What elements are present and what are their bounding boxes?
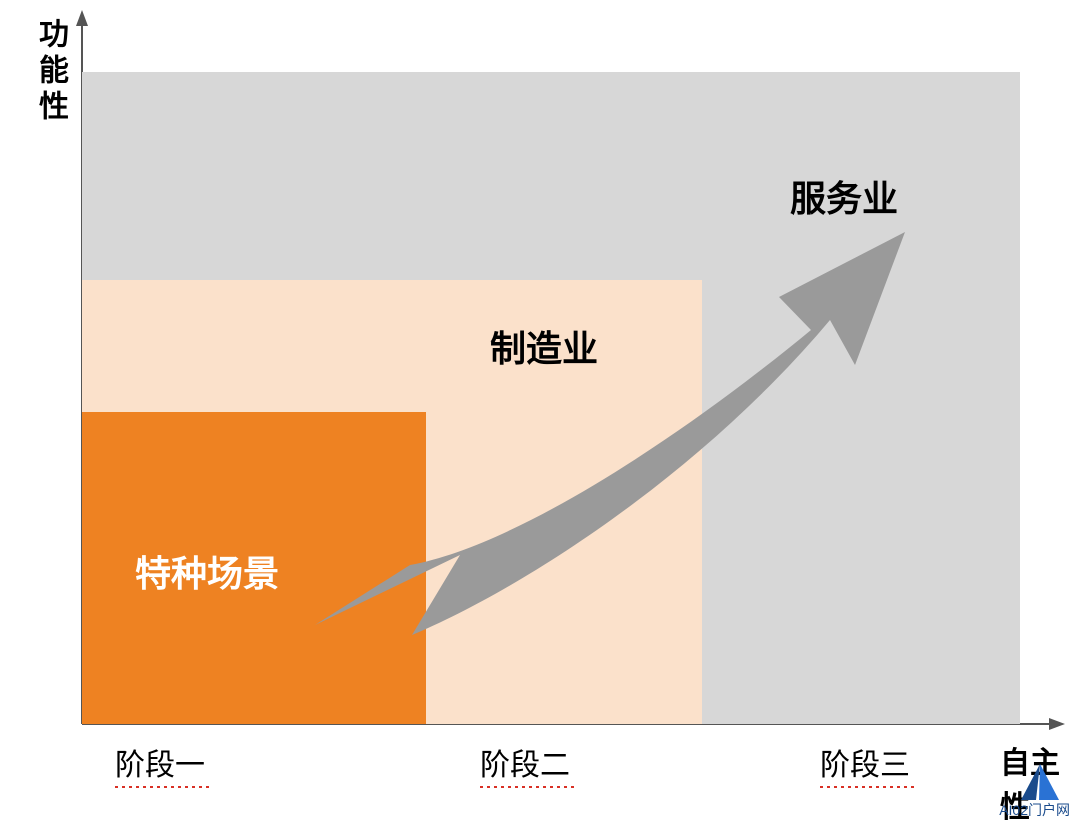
- x-tick-label: 阶段一: [115, 749, 205, 782]
- x-tick-stage3: 阶段三: [820, 740, 914, 790]
- chart-container: 服务业 制造业 特种场景 功能性 自主性 阶段一 阶段二 阶段三 AI02门户网: [0, 0, 1080, 824]
- growth-arrow-icon: [0, 0, 1080, 824]
- x-tick-label: 阶段二: [480, 749, 570, 782]
- x-tick-label: 阶段三: [820, 749, 910, 782]
- region-label-service: 服务业: [790, 170, 898, 222]
- region-label-manufacturing: 制造业: [490, 320, 598, 372]
- y-axis-label: 功能性: [28, 18, 72, 126]
- x-tick-stage2: 阶段二: [480, 740, 574, 790]
- region-label-special: 特种场景: [135, 545, 279, 597]
- watermark-logo-icon: [1015, 762, 1065, 802]
- x-tick-stage1: 阶段一: [115, 740, 209, 790]
- watermark-text: AI02门户网: [999, 800, 1070, 820]
